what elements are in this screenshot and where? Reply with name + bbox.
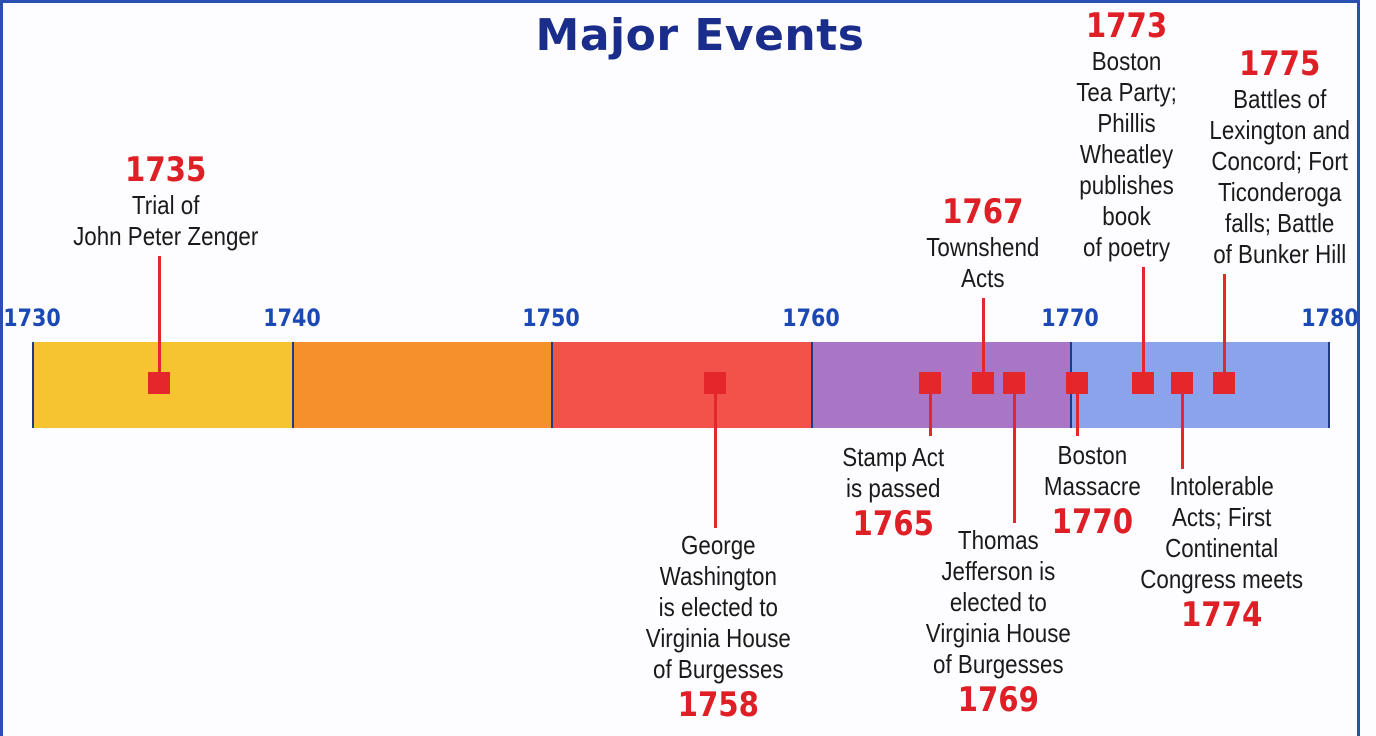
timeline-band-1740 — [291, 342, 552, 428]
event-connector-1774 — [1180, 394, 1184, 469]
event-description-line: George — [680, 530, 756, 560]
event-description-line: Congress meets — [1139, 564, 1303, 594]
event-description-line: Thomas — [957, 525, 1039, 555]
event-year: 1769 — [957, 680, 1039, 720]
event-year: 1767 — [942, 192, 1024, 232]
event-description-line: is elected to — [658, 592, 778, 622]
event-marker-1770[interactable] — [1066, 372, 1088, 394]
event-zenger: 1735 Trial of John Peter Zenger — [58, 150, 273, 252]
event-description-line: Phillis — [1096, 108, 1156, 138]
timeline-band-end — [1328, 342, 1330, 428]
event-connector-1758 — [713, 394, 717, 528]
page-title: Major Events — [535, 10, 865, 61]
event-description-line: Virginia House — [925, 618, 1071, 648]
timeline-band-1750 — [551, 342, 811, 428]
event-connector-1765 — [928, 394, 932, 436]
event-marker-1774[interactable] — [1171, 372, 1193, 394]
event-lexington: 1775 Battles of Lexington and Concord; Fort… — [1198, 44, 1361, 270]
event-year: 1765 — [852, 504, 934, 544]
event-connector-1775 — [1222, 274, 1226, 372]
event-description-line: Virginia House — [645, 623, 791, 653]
event-description-line: Intolerable — [1168, 471, 1274, 501]
event-description-line: Battles of — [1232, 84, 1326, 114]
decade-label-1780: 1780 — [1301, 304, 1359, 332]
event-year: 1735 — [124, 150, 206, 190]
event-description-line: Concord; Fort — [1210, 146, 1348, 176]
event-description-line: Lexington and — [1208, 115, 1350, 145]
event-description-line: Townshend — [926, 232, 1040, 262]
event-washington: George Washington is elected to Virginia Ho… — [634, 530, 803, 725]
event-year: 1770 — [1051, 502, 1133, 542]
event-connector-1770 — [1075, 394, 1079, 436]
event-description-line: Ticonderoga — [1217, 177, 1341, 207]
decade-label-1750: 1750 — [522, 304, 580, 332]
event-marker-1765[interactable] — [919, 372, 941, 394]
event-description-line: publishes — [1078, 170, 1174, 200]
event-connector-1735 — [157, 256, 161, 372]
event-jefferson: Thomas Jefferson is elected to Virginia Hou… — [914, 525, 1083, 720]
event-description-line: Acts; First — [1171, 502, 1271, 532]
event-description-line: Trial of — [131, 190, 199, 220]
decade-label-1770: 1770 — [1041, 304, 1100, 332]
event-description-line: of Burgesses — [652, 654, 784, 684]
timeline-band-1770 — [1070, 342, 1330, 428]
event-description-line: book — [1101, 201, 1151, 231]
decade-label-1730: 1730 — [3, 304, 61, 332]
event-description-line: Washington — [659, 561, 777, 591]
event-description-line: Boston — [1057, 440, 1127, 470]
event-description-line: Continental — [1164, 533, 1278, 563]
decade-label-1760: 1760 — [782, 304, 840, 332]
event-marker-1735[interactable] — [148, 372, 170, 394]
event-description-line: John Peter Zenger — [72, 221, 258, 251]
decade-label-1740: 1740 — [262, 304, 321, 332]
event-massacre: Boston Massacre 1770 — [1036, 440, 1149, 542]
event-year: 1773 — [1085, 6, 1167, 46]
event-marker-1769[interactable] — [1003, 372, 1025, 394]
event-description-line: of poetry — [1082, 232, 1170, 262]
event-townshend: 1767 Townshend Acts — [917, 192, 1049, 294]
event-connector-1773 — [1141, 267, 1145, 372]
event-description-line: Boston — [1091, 46, 1161, 76]
event-description-line: Massacre — [1043, 471, 1141, 501]
event-marker-1767[interactable] — [972, 372, 994, 394]
event-year: 1774 — [1180, 595, 1262, 635]
event-description-line: is passed — [845, 473, 940, 503]
event-description-line: Tea Party; — [1075, 77, 1177, 107]
event-description-line: Stamp Act — [841, 442, 944, 472]
event-description-line: Wheatley — [1079, 139, 1173, 169]
event-marker-1775[interactable] — [1213, 372, 1235, 394]
event-connector-1769 — [1012, 394, 1016, 523]
event-marker-1773[interactable] — [1132, 372, 1154, 394]
event-tea-party: 1773 Boston Tea Party; Phillis Wheatley publi… — [1068, 6, 1185, 263]
event-year: 1775 — [1238, 44, 1320, 84]
event-description-line: of Bunker Hill — [1212, 239, 1346, 269]
event-description-line: Jefferson is — [940, 556, 1055, 586]
event-description-line: falls; Battle — [1224, 208, 1334, 238]
event-year: 1758 — [677, 685, 759, 725]
event-connector-1767 — [981, 298, 985, 372]
event-description-line: Acts — [961, 263, 1005, 293]
event-stamp-act: Stamp Act is passed 1765 — [834, 442, 953, 544]
event-description-line: of Burgesses — [932, 649, 1064, 679]
event-marker-1758[interactable] — [704, 372, 726, 394]
event-description-line: elected to — [949, 587, 1047, 617]
event-intolerable: Intolerable Acts; First Continental Congres… — [1127, 471, 1316, 635]
